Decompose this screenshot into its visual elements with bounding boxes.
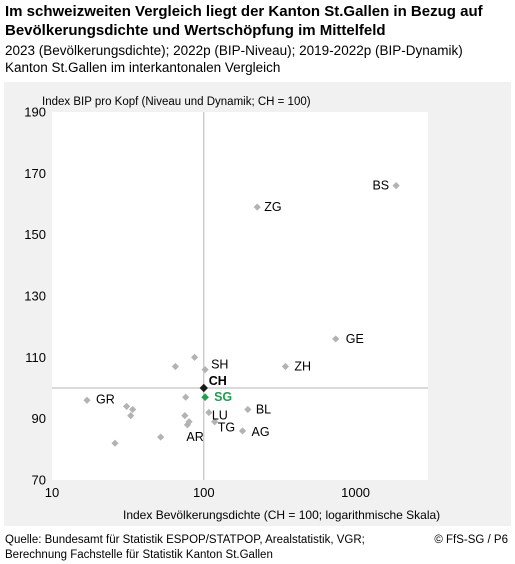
y-tick-label: 70 [32, 473, 46, 488]
y-tick-label: 130 [24, 289, 46, 304]
data-point-unlabeled [129, 405, 137, 414]
data-point-unlabeled [157, 433, 165, 441]
data-point-zh [281, 362, 290, 371]
point-label-tg: TG [218, 421, 235, 435]
data-point-bs [392, 182, 400, 190]
data-point-lu [205, 408, 213, 417]
data-point-unlabeled [181, 412, 189, 420]
point-label-ag: AG [252, 425, 270, 439]
data-point-unlabeled [182, 393, 190, 401]
y-tick-label: 110 [25, 350, 46, 365]
point-label-ar: AR [186, 430, 203, 444]
point-label-lu: LU [212, 409, 228, 423]
point-label-gr: GR [96, 392, 115, 406]
data-point-unlabeled [185, 418, 193, 426]
y-tick-label: 190 [24, 105, 46, 120]
source-note-line2: Berechnung Fachstelle für Statistik Kant… [5, 549, 273, 561]
y-tick-label: 150 [24, 227, 46, 242]
y-axis-label: Index BIP pro Kopf (Niveau und Dynamik; … [42, 96, 311, 108]
point-label-ge: GE [346, 332, 364, 346]
point-label-sg: SG [214, 390, 232, 404]
data-point-unlabeled [122, 402, 131, 410]
x-tick-label: 100 [193, 485, 215, 500]
data-point-gr [83, 396, 91, 404]
plot-area [52, 112, 428, 480]
point-label-bl: BL [256, 402, 271, 416]
chart-panel: BS ZG GE ZH SH CH SG BL AG LU TG AR GR 70 90 110 130 150… [4, 82, 511, 526]
credit-label: © FfS-SG / P6 [434, 534, 508, 546]
point-label-ch: CH [209, 374, 227, 388]
point-label-zh: ZH [294, 360, 311, 374]
data-point-unlabeled [111, 439, 119, 447]
source-note-line1: Quelle: Bundesamt für Statistik ESPOP/ST… [5, 534, 365, 546]
data-point-ag [238, 427, 247, 435]
y-tick-label: 170 [24, 166, 46, 181]
data-point-ch [199, 383, 208, 393]
x-tick-label: 1000 [341, 485, 370, 500]
data-point-unlabeled [191, 353, 199, 361]
point-label-sh: SH [211, 358, 228, 372]
point-label-zg: ZG [264, 200, 281, 214]
chart-subtitle-scope: Kanton St.Gallen im interkantonalen Verg… [5, 60, 281, 75]
data-point-tg [211, 418, 219, 426]
point-label-bs: BS [372, 179, 389, 193]
data-point-sh [201, 366, 209, 374]
chart-subtitle-years: 2023 (Bevölkerungsdichte); 2022p (BIP-Ni… [5, 43, 463, 58]
x-axis-label: Index Bevölkerungsdichte (CH = 100; loga… [123, 508, 440, 522]
data-point-sg [201, 393, 209, 401]
y-tick-label: 90 [32, 411, 46, 426]
data-point-unlabeled [127, 412, 135, 420]
chart-title: Im schweizweiten Vergleich liegt der Kan… [5, 3, 483, 39]
data-point-unlabeled [171, 362, 179, 371]
data-point-bl [244, 405, 252, 414]
x-tick-label: 10 [45, 485, 59, 500]
